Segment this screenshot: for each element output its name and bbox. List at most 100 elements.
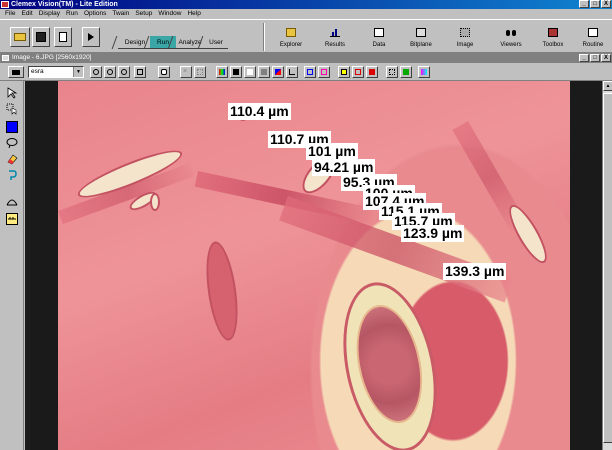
image-toolbar: esra ▼ × [0, 63, 612, 81]
menu-help[interactable]: Help [187, 10, 201, 17]
black-view-button[interactable] [230, 66, 242, 78]
toolbox-icon [548, 28, 558, 37]
image-window-title-bar[interactable]: Image - 6.JPG [2560x1920] _ □ X [0, 53, 612, 63]
explorer-label: Explorer [279, 42, 303, 48]
tab-analyze[interactable]: Analyze [174, 36, 206, 49]
bar-chart-icon [330, 28, 340, 37]
pattern-button[interactable] [386, 66, 398, 78]
routine-button[interactable]: Routine [574, 23, 612, 51]
scroll-thumb[interactable] [603, 93, 612, 443]
blue-frame-button[interactable] [304, 66, 316, 78]
bitplane-label: Bitplane [410, 42, 432, 48]
arrow-tool[interactable] [6, 87, 18, 99]
app-title-bar[interactable]: Clemex Vision(TM) - Lite Edition _ □ X [0, 0, 612, 9]
app-icon[interactable] [1, 1, 9, 8]
chevron-down-icon[interactable]: ▼ [73, 67, 83, 77]
minimize-button[interactable]: _ [579, 0, 589, 8]
red-frame-button[interactable] [352, 66, 364, 78]
eraser-tool[interactable] [6, 153, 18, 165]
image-selector[interactable]: esra ▼ [28, 66, 84, 78]
save-button[interactable] [32, 27, 50, 47]
image-maximize-button[interactable]: □ [590, 54, 600, 62]
zoom-out-button[interactable] [104, 66, 116, 78]
micrograph-image[interactable]: 110.4 µm 110.7 µm 101 µm 94.21 µm 95.3 µ… [58, 81, 570, 450]
palette-button[interactable] [418, 66, 430, 78]
menu-window[interactable]: Window [158, 10, 182, 17]
disk-icon [36, 32, 46, 42]
menu-edit[interactable]: Edit [21, 10, 33, 17]
data-button[interactable]: Data [360, 23, 398, 51]
toolbar-separator [263, 23, 265, 51]
image-button[interactable]: Image [446, 23, 484, 51]
copy-button[interactable] [54, 27, 72, 47]
measurement-label[interactable]: 110.4 µm [228, 103, 291, 120]
zoom-fit-button[interactable] [118, 66, 130, 78]
fit-window-button[interactable] [134, 66, 146, 78]
explorer-button[interactable]: Explorer [272, 23, 310, 51]
explorer-icon [286, 28, 296, 37]
pattern-color-button[interactable] [400, 66, 412, 78]
red-fill-button[interactable] [366, 66, 378, 78]
lasso-icon [6, 138, 18, 149]
maximize-button[interactable]: □ [590, 0, 600, 8]
zoom-in-button[interactable] [90, 66, 102, 78]
red-frame-icon [355, 69, 361, 75]
gray-square-icon [261, 69, 267, 75]
palette-icon [421, 69, 427, 75]
lasso-tool[interactable] [6, 137, 18, 149]
menu-display[interactable]: Display [38, 10, 60, 17]
bitplane-button[interactable]: Bitplane [402, 23, 440, 51]
asterisk-icon [197, 69, 203, 75]
select-all-button[interactable] [194, 66, 206, 78]
menu-options[interactable]: Options [83, 10, 107, 17]
parasite-egg [329, 273, 451, 450]
viewers-button[interactable]: Viewers [492, 23, 530, 51]
close-button[interactable]: X [601, 0, 611, 8]
measurement-label[interactable]: 139.3 µm [443, 263, 507, 280]
routine-icon [588, 28, 598, 37]
menu-setup[interactable]: Setup [135, 10, 153, 17]
overlay-view-button[interactable] [272, 66, 284, 78]
play-button[interactable] [82, 27, 100, 47]
pan-button[interactable] [158, 66, 170, 78]
image-canvas[interactable]: 110.4 µm 110.7 µm 101 µm 94.21 µm 95.3 µ… [25, 81, 602, 450]
measurement-label[interactable]: 94.21 µm [312, 159, 376, 176]
bitplane-icon [416, 28, 426, 37]
graph-button[interactable] [286, 66, 298, 78]
results-button[interactable]: Results [316, 23, 354, 51]
main-toolbar: Design Run Analyze User Explorer Results… [0, 19, 612, 53]
measurement-label[interactable]: 123.9 µm [401, 225, 465, 242]
open-button[interactable] [10, 27, 30, 47]
data-label: Data [372, 42, 386, 48]
red-fill-icon [369, 69, 375, 75]
menu-file[interactable]: File [5, 10, 16, 17]
app-title: Clemex Vision(TM) - Lite Edition [11, 1, 118, 8]
measurement-label[interactable]: 101 µm [306, 143, 358, 160]
camera-button[interactable] [8, 66, 24, 78]
delete-button[interactable]: × [180, 66, 192, 78]
menu-twain[interactable]: Twain [112, 10, 130, 17]
camera-icon [12, 70, 20, 75]
arc-tool[interactable] [6, 195, 18, 207]
gray-view-button[interactable] [258, 66, 270, 78]
scroll-up-button[interactable]: ▲ [603, 81, 612, 91]
image-window-icon[interactable] [2, 55, 9, 61]
menu-run[interactable]: Run [66, 10, 78, 17]
tab-user[interactable]: User [204, 36, 228, 49]
tab-design[interactable]: Design [118, 36, 152, 49]
image-minimize-button[interactable]: _ [579, 54, 589, 62]
pencil-button[interactable] [338, 66, 350, 78]
blue-color-tool[interactable] [6, 121, 18, 133]
image-close-button[interactable]: X [601, 54, 611, 62]
vessel [150, 193, 160, 211]
region-tool[interactable] [6, 103, 18, 115]
folder-icon [14, 33, 26, 41]
measure-tool[interactable] [6, 169, 18, 181]
cursor-arrow-icon [7, 87, 18, 99]
ruler-tool[interactable] [6, 213, 18, 225]
white-view-button[interactable] [244, 66, 256, 78]
toolbox-button[interactable]: Toolbox [534, 23, 572, 51]
vertical-scrollbar[interactable]: ▲ [602, 81, 612, 450]
color-view-button[interactable] [216, 66, 228, 78]
pink-frame-button[interactable] [318, 66, 330, 78]
